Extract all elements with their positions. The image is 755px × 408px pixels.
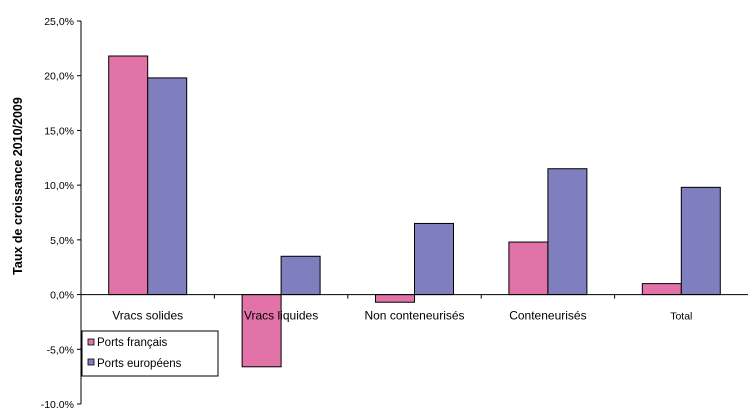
bar <box>680 186 721 296</box>
bar <box>414 222 454 296</box>
x-tick-label: Vracs solides <box>112 309 183 323</box>
x-tick-label: Vracs liquides <box>244 309 318 323</box>
bars <box>108 55 721 368</box>
y-tick-label: 0,0% <box>50 290 74 302</box>
bar <box>375 294 415 303</box>
y-tick-label: 15,0% <box>44 125 74 137</box>
y-axis-ticks: -10,0% -5,0% 0,0% 5,0% 10,0% 15,0% 20,0% 25,0% <box>41 16 81 408</box>
x-axis-labels: Vracs solides Vracs liquides Non conteneur… <box>112 294 692 323</box>
bar <box>547 168 588 296</box>
x-tick-label: Non conteneurisés <box>364 309 464 323</box>
x-tick-label: Conteneurisés <box>509 309 586 323</box>
x-tick-label: Total <box>670 311 692 323</box>
y-tick-label: 25,0% <box>44 16 74 28</box>
y-axis-label: Taux de croissance 2010/2009 <box>11 97 25 275</box>
y-tick-label: 20,0% <box>44 71 74 83</box>
y-tick-label: -10,0% <box>41 399 74 408</box>
y-tick-label: 10,0% <box>44 180 74 192</box>
y-tick-label: 5,0% <box>50 235 74 247</box>
bar <box>147 77 188 296</box>
legend-swatch-ports-europeens <box>87 358 95 366</box>
bar <box>280 255 321 296</box>
legend-label-ports-europeens: Ports européens <box>97 358 182 370</box>
y-tick-label: -5,0% <box>47 344 74 356</box>
legend: Ports français Ports européens <box>81 330 219 377</box>
legend-label-ports-francais: Ports français <box>97 337 168 349</box>
bar <box>241 294 282 368</box>
bar <box>508 241 549 296</box>
legend-box <box>81 330 219 377</box>
legend-swatch-ports-francais <box>87 338 95 346</box>
bar <box>108 55 149 296</box>
bar <box>641 283 682 296</box>
